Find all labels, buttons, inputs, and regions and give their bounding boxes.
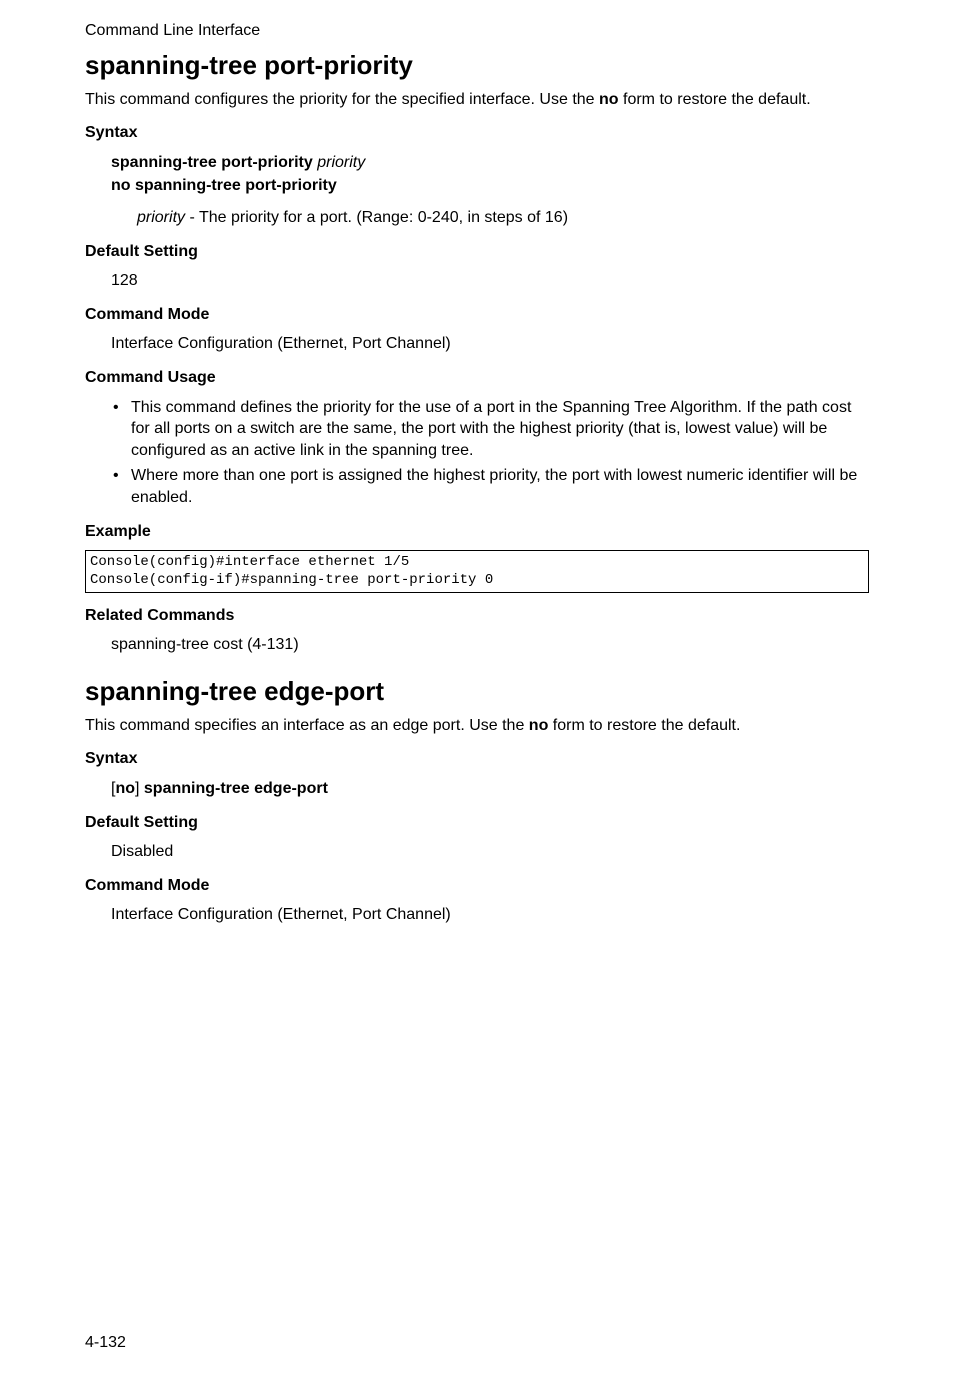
syntax2-bold2: spanning-tree edge-port <box>144 780 328 797</box>
related-heading: Related Commands <box>85 605 869 627</box>
syntax-line1-italic: priority <box>313 154 365 171</box>
section1-intro: This command configures the priority for… <box>85 89 869 111</box>
default-value: 128 <box>111 270 869 292</box>
page-number: 4-132 <box>85 1332 126 1354</box>
mode-heading: Command Mode <box>85 304 869 326</box>
default2-heading: Default Setting <box>85 812 869 834</box>
usage-item: This command defines the priority for th… <box>111 397 869 462</box>
section2-intro: This command specifies an interface as a… <box>85 715 869 737</box>
priority-desc-line: priority - The priority for a port. (Ran… <box>137 207 869 229</box>
section2-title: spanning-tree edge-port <box>85 674 869 709</box>
mode2-heading: Command Mode <box>85 875 869 897</box>
related-value: spanning-tree cost (4-131) <box>111 634 869 656</box>
syntax2-heading: Syntax <box>85 748 869 770</box>
default2-value: Disabled <box>111 841 869 863</box>
syntax2-bold1: no <box>115 780 135 797</box>
intro2-post: form to restore the default. <box>548 717 740 734</box>
usage-heading: Command Usage <box>85 367 869 389</box>
default-heading: Default Setting <box>85 241 869 263</box>
intro-post: form to restore the default. <box>619 91 811 108</box>
mode2-value: Interface Configuration (Ethernet, Port … <box>111 904 869 926</box>
intro-bold: no <box>599 91 619 108</box>
syntax-line2: no spanning-tree port-priority <box>111 175 869 197</box>
syntax2-mid: ] <box>135 780 144 797</box>
mode-value: Interface Configuration (Ethernet, Port … <box>111 333 869 355</box>
syntax2-line: [no] spanning-tree edge-port <box>111 778 869 800</box>
intro2-bold: no <box>529 717 549 734</box>
intro2-pre: This command specifies an interface as a… <box>85 717 529 734</box>
usage-item: Where more than one port is assigned the… <box>111 465 869 508</box>
intro-pre: This command configures the priority for… <box>85 91 599 108</box>
syntax-line1-bold: spanning-tree port-priority <box>111 154 313 171</box>
section1-title: spanning-tree port-priority <box>85 48 869 83</box>
syntax-heading: Syntax <box>85 122 869 144</box>
example-heading: Example <box>85 521 869 543</box>
page-header: Command Line Interface <box>85 20 869 42</box>
usage-list: This command defines the priority for th… <box>111 397 869 509</box>
priority-desc: - The priority for a port. (Range: 0-240… <box>185 209 568 226</box>
priority-italic: priority <box>137 209 185 226</box>
code-example: Console(config)#interface ethernet 1/5 C… <box>85 550 869 592</box>
syntax-line1: spanning-tree port-priority priority <box>111 152 869 174</box>
